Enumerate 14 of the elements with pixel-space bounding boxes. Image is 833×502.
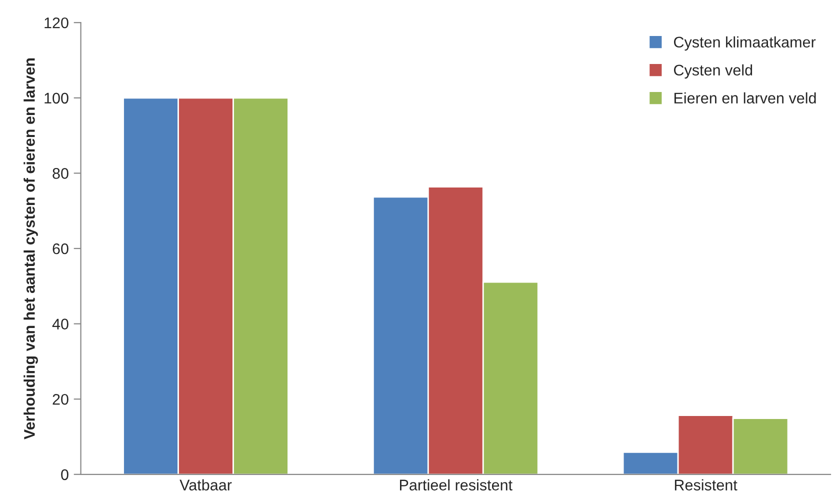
y-tick-label: 0 (61, 469, 68, 480)
y-tick-label: 120 (44, 17, 68, 28)
x-tick-label: Vatbaar (180, 479, 232, 490)
y-tick-label: 80 (52, 168, 68, 179)
y-tick-label: 60 (52, 243, 68, 254)
y-axis-title: Verhouding van het aantal cysten of eieren en larven (24, 58, 38, 440)
legend-label: Cysten klimaatkamer (674, 36, 816, 51)
y-tick-label: 100 (44, 92, 68, 104)
y-tick-label: 20 (52, 394, 68, 405)
legend-label: Cysten veld (674, 64, 752, 79)
x-tick-label: Resistent (674, 479, 738, 490)
legend-label: Eieren en larven veld (674, 92, 816, 104)
y-tick-label: 40 (52, 318, 68, 330)
x-tick-label: Partieel resistent (400, 479, 512, 490)
